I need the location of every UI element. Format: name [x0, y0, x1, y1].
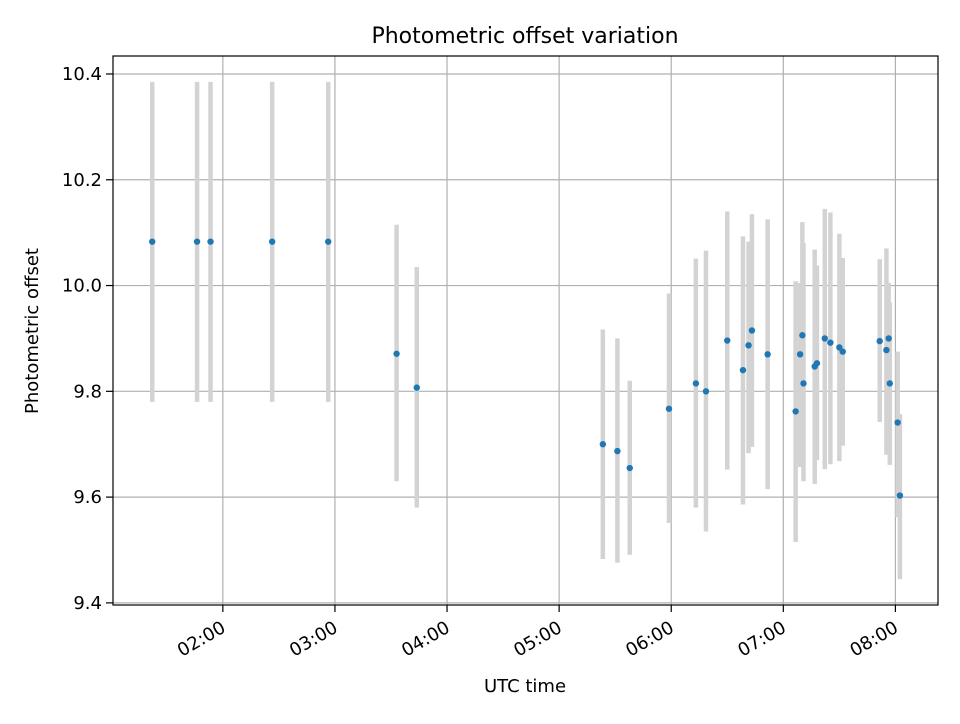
- data-point: [796, 351, 804, 358]
- data-point: [799, 332, 806, 339]
- data-point: [827, 339, 834, 346]
- y-tick-label: 10.0: [62, 276, 102, 297]
- data-point: [413, 384, 420, 391]
- y-tick-label: 10.2: [62, 170, 102, 191]
- y-axis-ticks: 9.4 9.6 9.8 10.0 10.2 10.4: [62, 64, 113, 614]
- data-point: [792, 408, 799, 415]
- data-point: [764, 351, 771, 358]
- data-point: [745, 342, 752, 349]
- data-point: [821, 335, 828, 342]
- data-point: [876, 337, 883, 345]
- x-axis-label: UTC time: [484, 676, 566, 697]
- data-point: [886, 380, 894, 387]
- data-point: [268, 238, 276, 245]
- plot-area-frame: [112, 55, 939, 606]
- data-point: [885, 335, 892, 342]
- data-point: [724, 337, 731, 344]
- data-point: [599, 441, 607, 448]
- data-point: [896, 492, 904, 499]
- data-point: [894, 419, 901, 426]
- y-tick-label: 10.4: [62, 64, 102, 85]
- data-point: [149, 238, 156, 245]
- data-point: [626, 464, 633, 472]
- data-point: [665, 405, 673, 412]
- y-tick-label: 9.8: [73, 381, 102, 402]
- data-point: [739, 366, 747, 374]
- data-point: [813, 360, 821, 367]
- data-point: [193, 238, 201, 245]
- data-points: [149, 238, 904, 499]
- data-point: [702, 388, 710, 395]
- y-tick-label: 9.4: [73, 593, 102, 614]
- data-point: [800, 380, 807, 387]
- data-point: [692, 380, 700, 387]
- y-axis-label: Photometric offset: [22, 248, 43, 414]
- data-point: [883, 346, 890, 354]
- data-point: [393, 350, 400, 357]
- data-point: [207, 238, 214, 245]
- data-point: [325, 238, 332, 245]
- data-point: [614, 447, 621, 455]
- data-point: [748, 327, 756, 334]
- data-point: [839, 348, 846, 355]
- chart-title: Photometric offset variation: [371, 24, 678, 49]
- y-tick-label: 9.6: [73, 487, 102, 508]
